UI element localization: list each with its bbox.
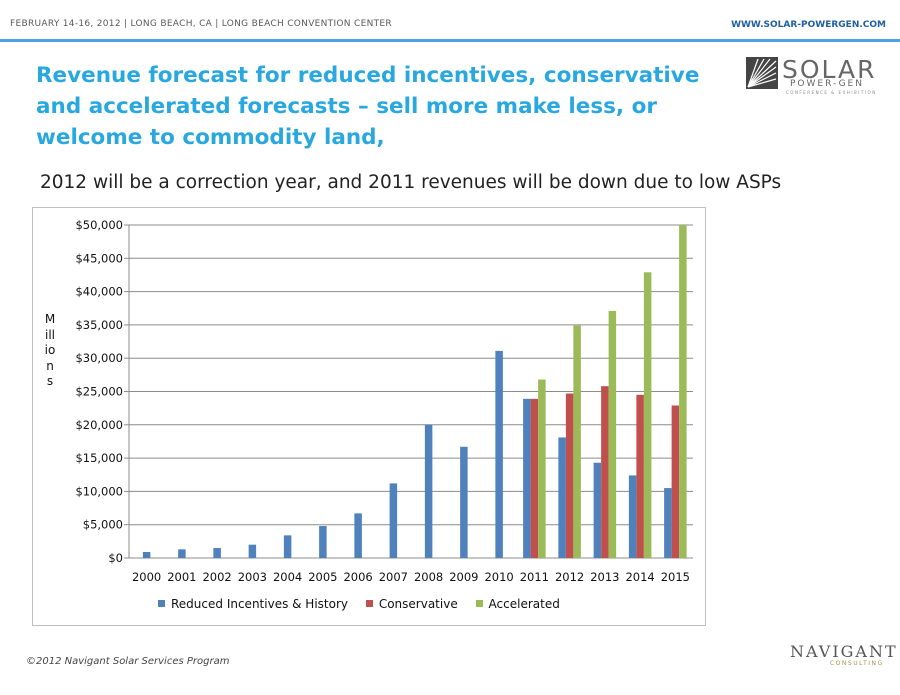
copyright-footer: ©2012 Navigant Solar Services Program xyxy=(26,656,230,667)
legend-item-accelerated: Accelerated xyxy=(475,597,560,611)
legend-label: Accelerated xyxy=(488,597,560,611)
bar-chart: $0 $5,000 $10,000 $15,000 $20,000 $25,000 $30,… xyxy=(75,218,693,584)
y-tick-label: $30,000 xyxy=(75,351,123,365)
y-tick-label: $50,000 xyxy=(75,218,123,232)
bar-reduced xyxy=(389,483,398,558)
x-tick-label: 2011 xyxy=(520,570,549,584)
y-tick-label: $40,000 xyxy=(75,285,123,299)
x-tick-label: 2010 xyxy=(484,570,513,584)
bar-accelerated xyxy=(643,272,652,558)
bar-conservative xyxy=(636,394,644,558)
bar-accelerated xyxy=(608,310,617,558)
event-info: FEBRUARY 14-16, 2012 | LONG BEACH, CA | … xyxy=(10,19,392,29)
y-tick-label: $45,000 xyxy=(75,251,123,265)
top-bar: FEBRUARY 14-16, 2012 | LONG BEACH, CA | … xyxy=(0,0,900,40)
x-tick-label: 2005 xyxy=(308,570,337,584)
slide-subtitle: 2012 will be a correction year, and 2011… xyxy=(40,172,782,193)
slide-title: Revenue forecast for reduced incentives,… xyxy=(36,63,700,150)
bar-reduced xyxy=(424,424,433,558)
y-tick-label: $0 xyxy=(108,551,123,565)
y-axis-label: Millions xyxy=(44,312,56,388)
legend-label: Conservative xyxy=(378,597,458,611)
bar-conservative xyxy=(565,393,574,558)
bar-conservative xyxy=(671,405,680,558)
logo-tagline: CONFERENCE & EXHIBITION xyxy=(786,90,877,95)
header-divider xyxy=(0,39,900,42)
x-tick-label: 2007 xyxy=(379,570,408,584)
chart-frame: $0 $5,000 $10,000 $15,000 $20,000 $25,000 $30,… xyxy=(32,207,706,626)
x-tick-label: 2001 xyxy=(167,570,196,584)
bar-reduced xyxy=(178,549,186,558)
bar-reduced xyxy=(248,544,257,558)
bar-reduced xyxy=(628,475,637,558)
x-tick-label: 2002 xyxy=(202,570,231,584)
bar-reduced xyxy=(495,350,503,558)
x-tick-label: 2008 xyxy=(414,570,443,584)
bar-reduced xyxy=(354,513,362,558)
legend-label: Reduced Incentives & History xyxy=(171,597,348,611)
solar-power-gen-logo: SOLAR POWER-GEN CONFERENCE & EXHIBITION xyxy=(746,55,886,97)
bar-reduced xyxy=(213,548,221,558)
navigant-sub: CONSULTING xyxy=(830,660,884,667)
legend-item-conservative: Conservative xyxy=(365,597,458,611)
bar-reduced xyxy=(593,462,602,558)
x-tick-label: 2000 xyxy=(132,570,161,584)
logo-word: SOLAR xyxy=(782,55,877,84)
bar-reduced xyxy=(664,488,672,558)
x-tick-label: 2003 xyxy=(238,570,267,584)
bar-reduced xyxy=(460,446,468,558)
y-tick-label: $15,000 xyxy=(75,451,123,465)
y-tick-label: $35,000 xyxy=(75,318,123,332)
y-tick-label: $20,000 xyxy=(75,418,123,432)
bar-reduced xyxy=(142,552,151,558)
bar-accelerated xyxy=(679,225,687,558)
x-tick-label: 2006 xyxy=(343,570,372,584)
bar-reduced xyxy=(523,398,531,558)
y-tick-label: $25,000 xyxy=(75,385,123,399)
legend-swatch xyxy=(158,600,165,607)
website-url[interactable]: WWW.SOLAR-POWERGEN.COM xyxy=(731,20,886,30)
logo-subtitle: POWER-GEN xyxy=(790,79,864,89)
bar-conservative xyxy=(601,386,609,558)
bar-reduced xyxy=(319,526,327,558)
navigant-logo: NAVIGANT CONSULTING xyxy=(790,642,896,672)
x-tick-label: 2012 xyxy=(555,570,584,584)
chart-legend: Reduced Incentives & History Conservativ… xyxy=(158,597,574,611)
navigant-word: NAVIGANT xyxy=(790,642,898,661)
y-tick-label: $5,000 xyxy=(83,518,123,532)
legend-item-reduced: Reduced Incentives & History xyxy=(158,597,348,611)
legend-swatch xyxy=(475,600,483,607)
sunburst-logo-icon xyxy=(746,57,778,89)
x-tick-label: 2015 xyxy=(661,570,690,584)
bar-accelerated xyxy=(538,379,546,558)
y-tick-label: $10,000 xyxy=(75,484,123,498)
bar-conservative xyxy=(530,398,539,558)
x-tick-label: 2013 xyxy=(590,570,619,584)
bar-accelerated xyxy=(573,325,581,558)
x-tick-label: 2004 xyxy=(273,570,302,584)
x-tick-label: 2014 xyxy=(625,570,654,584)
legend-swatch xyxy=(365,600,373,607)
bar-reduced xyxy=(558,437,566,558)
x-tick-label: 2009 xyxy=(449,570,478,584)
bar-reduced xyxy=(283,535,292,558)
